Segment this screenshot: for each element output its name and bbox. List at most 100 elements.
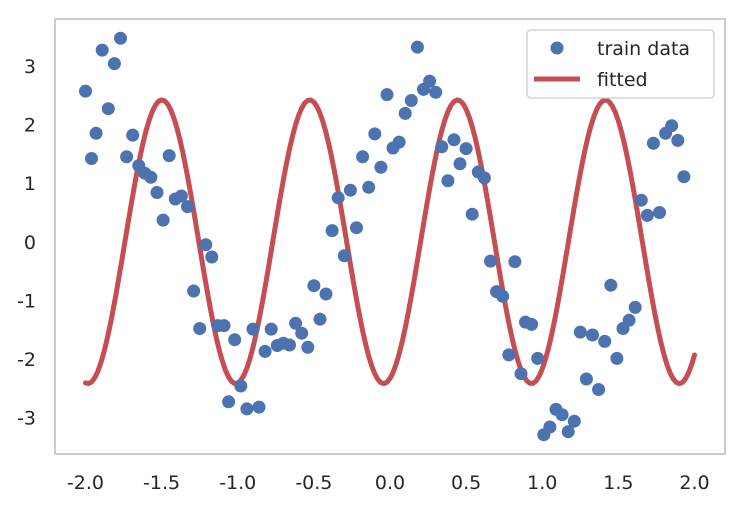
fitted-line	[82, 97, 698, 387]
x-tick-label: -1.5	[143, 472, 180, 494]
train-data-point	[258, 344, 272, 358]
train-data-point	[162, 149, 176, 163]
train-data-point	[671, 133, 685, 147]
train-data-point	[508, 255, 522, 269]
train-data-point	[573, 325, 587, 339]
x-axis: -2.0 -1.5 -1.0 -0.5 0.0 0.5 1.0 1.5 2.0	[67, 472, 710, 494]
train-data-point	[85, 152, 98, 165]
train-data-point	[628, 300, 642, 314]
train-data-point	[222, 395, 236, 409]
train-data-point	[331, 191, 345, 205]
train-data-point	[441, 174, 455, 188]
legend: train data fitted	[526, 29, 715, 99]
train-data-point	[531, 351, 545, 365]
train-data-point	[374, 160, 388, 174]
train-data-point	[313, 312, 327, 326]
train-data-point	[610, 351, 624, 365]
train-data-point	[380, 88, 394, 102]
train-data-point	[561, 425, 575, 439]
train-data-point	[101, 102, 115, 116]
train-data-point	[337, 249, 351, 263]
train-data-point	[307, 279, 321, 293]
train-data-point	[525, 317, 539, 331]
train-data-point	[252, 400, 266, 414]
x-tick-label: -2.0	[67, 472, 104, 494]
train-data-point	[120, 150, 134, 164]
train-data-point	[653, 206, 666, 219]
train-data-point	[199, 238, 213, 252]
y-tick-label: -2	[17, 349, 36, 371]
train-data-point	[429, 85, 443, 99]
train-data-point	[228, 333, 242, 347]
train-data-point	[193, 322, 207, 335]
train-data-point	[453, 157, 467, 171]
train-data-point	[150, 186, 164, 199]
legend-label-fitted: fitted	[597, 69, 648, 91]
train-data-point	[295, 326, 309, 340]
train-data-point	[319, 287, 333, 301]
train-data-point	[107, 57, 121, 71]
train-data-point	[205, 250, 219, 264]
train-data-point	[514, 367, 528, 381]
train-data-point	[79, 84, 92, 98]
train-data-point	[646, 136, 660, 150]
train-data-point	[368, 127, 382, 141]
train-data-point	[126, 128, 140, 142]
x-tick-label: 1.5	[603, 472, 633, 494]
train-data-point	[579, 372, 593, 386]
x-tick-label: 0.0	[375, 472, 405, 494]
train-data-point	[217, 319, 231, 333]
train-data-point	[435, 140, 449, 154]
y-tick-label: 3	[24, 56, 36, 78]
train-data-point	[289, 316, 303, 330]
train-data-point	[398, 106, 412, 120]
train-data-point	[665, 119, 679, 133]
train-data-point	[634, 193, 648, 207]
train-data-point	[543, 420, 557, 434]
train-data-point	[392, 135, 406, 149]
train-data-point	[144, 170, 158, 184]
train-data-point	[301, 340, 315, 354]
train-data-point	[89, 126, 103, 140]
train-data-point	[555, 408, 569, 422]
train-data-point	[447, 133, 461, 147]
train-data-point	[496, 289, 510, 303]
x-tick-label: -1.0	[219, 472, 256, 494]
legend-marker-train-data	[550, 41, 564, 55]
train-data-point	[484, 254, 497, 268]
train-data-point	[502, 348, 516, 362]
train-data-point	[622, 313, 636, 327]
legend-label-train-data: train data	[597, 38, 690, 60]
train-data-point	[350, 221, 363, 235]
train-data-point	[598, 334, 612, 348]
train-data-point	[423, 74, 437, 88]
train-data-point	[264, 322, 278, 336]
y-tick-label: -3	[17, 408, 36, 430]
train-data-point	[156, 213, 170, 227]
train-data-point	[567, 414, 581, 428]
train-data-point	[283, 338, 296, 352]
y-tick-label: 1	[24, 173, 36, 195]
y-tick-label: -1	[17, 290, 36, 312]
train-data-point	[187, 284, 201, 298]
train-data-point	[356, 150, 370, 164]
train-data-point	[586, 328, 599, 342]
plot-area-frame	[54, 18, 726, 455]
train-data-point	[325, 224, 339, 238]
x-tick-label: 0.5	[451, 472, 481, 494]
x-tick-label: 1.0	[527, 472, 557, 494]
train-data-point	[459, 142, 473, 156]
train-data-point	[246, 322, 260, 336]
train-data-point	[604, 278, 618, 292]
train-data-point	[410, 40, 424, 54]
train-data-point	[181, 200, 194, 214]
train-data-point	[95, 43, 109, 57]
train-data-point	[343, 183, 357, 197]
y-tick-label: 0	[24, 232, 36, 254]
train-data-point	[477, 171, 491, 185]
train-data-points	[79, 31, 691, 442]
train-data-point	[362, 180, 376, 194]
train-data-point	[592, 383, 606, 396]
